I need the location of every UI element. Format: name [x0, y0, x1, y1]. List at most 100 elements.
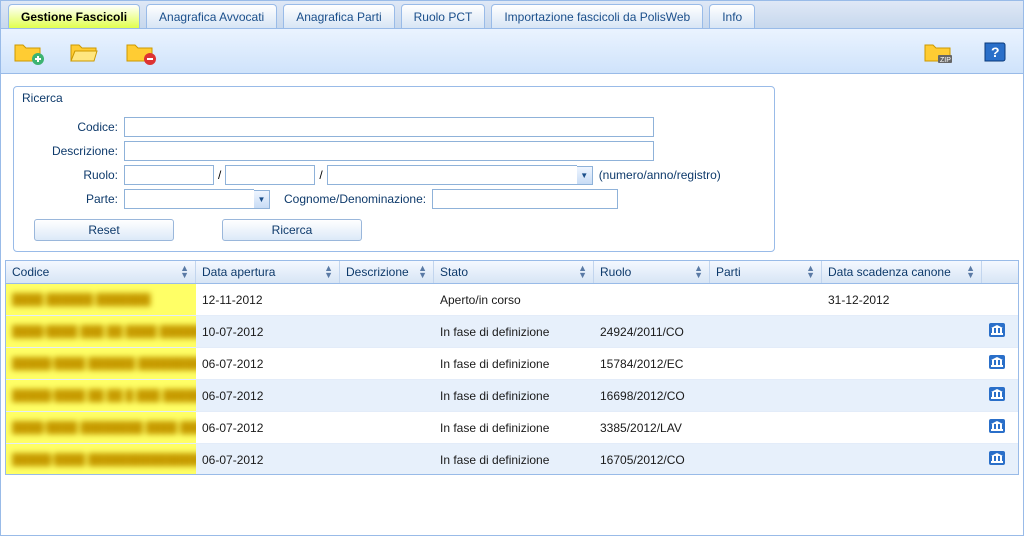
court-icon[interactable]	[988, 322, 1006, 338]
table-row[interactable]: █████/████ ███████████████ ███ ███ █████…	[6, 444, 1018, 474]
col-ruolo[interactable]: Ruolo▲▼	[594, 261, 710, 283]
cell-data: 06-07-2012	[196, 354, 340, 374]
court-icon[interactable]	[988, 450, 1006, 466]
ruolo-numero-input[interactable]	[124, 165, 214, 185]
chevron-down-icon[interactable]: ▼	[577, 166, 593, 185]
cell-parti	[710, 425, 822, 431]
parte-select[interactable]: ▼	[124, 189, 270, 209]
cell-stato: In fase di definizione	[434, 418, 594, 438]
tab-info[interactable]: Info	[709, 4, 755, 28]
cell-data: 06-07-2012	[196, 418, 340, 438]
cell-descrizione	[340, 297, 434, 303]
results-grid: Codice▲▼ Data apertura▲▼ Descrizione▲▼ S…	[5, 260, 1019, 475]
cell-codice: ████ ██████ ███████	[6, 284, 196, 315]
search-panel: Ricerca Codice: Descrizione: Ruolo: / / …	[13, 86, 775, 252]
col-codice[interactable]: Codice▲▼	[6, 261, 196, 283]
toolbar: ZIP ?	[1, 29, 1023, 74]
ruolo-hint: (numero/anno/registro)	[593, 168, 721, 182]
folder-remove-icon[interactable]	[125, 37, 157, 65]
col-descrizione[interactable]: Descrizione▲▼	[340, 261, 434, 283]
cell-scadenza	[822, 361, 982, 367]
ruolo-anno-input[interactable]	[225, 165, 315, 185]
cell-action	[982, 383, 1006, 408]
ricerca-button[interactable]: Ricerca	[222, 219, 362, 241]
reset-button[interactable]: Reset	[34, 219, 174, 241]
cell-stato: In fase di definizione	[434, 450, 594, 470]
svg-text:?: ?	[991, 44, 1000, 60]
codice-input[interactable]	[124, 117, 654, 137]
cell-codice: ████/████ ███ ██ ████ ███████████████ ██…	[6, 316, 196, 347]
cell-action	[982, 297, 1006, 303]
sort-icon[interactable]: ▲▼	[694, 265, 703, 279]
cognome-input[interactable]	[432, 189, 618, 209]
cell-stato: In fase di definizione	[434, 322, 594, 342]
cell-codice: ████/████ ████████ ████ ███ ██ ███████ █…	[6, 412, 196, 443]
ruolo-label: Ruolo:	[24, 168, 124, 182]
cell-data: 06-07-2012	[196, 386, 340, 406]
search-title: Ricerca	[14, 87, 774, 109]
tab-anagrafica-avvocati[interactable]: Anagrafica Avvocati	[146, 4, 277, 28]
help-book-icon[interactable]: ?	[979, 37, 1011, 65]
sort-icon[interactable]: ▲▼	[966, 265, 975, 279]
cell-stato: Aperto/in corso	[434, 290, 594, 310]
col-stato[interactable]: Stato▲▼	[434, 261, 594, 283]
table-row[interactable]: █████/████ ██████ ██████████████ ███06-0…	[6, 348, 1018, 380]
table-row[interactable]: █████/████ ██ ██ █ ███ ██████ ████ ███06…	[6, 380, 1018, 412]
tab-importazione-polisweb[interactable]: Importazione fascicoli da PolisWeb	[491, 4, 703, 28]
folder-open-icon[interactable]	[69, 37, 101, 65]
tab-strip: Gestione Fascicoli Anagrafica Avvocati A…	[1, 1, 1023, 29]
ruolo-registro-select[interactable]: ▼	[327, 165, 593, 185]
tab-gestione-fascicoli[interactable]: Gestione Fascicoli	[8, 4, 140, 28]
table-row[interactable]: ████ ██████ ███████12-11-2012 Aperto/in c…	[6, 284, 1018, 316]
grid-body[interactable]: ████ ██████ ███████12-11-2012 Aperto/in c…	[6, 284, 1018, 474]
cell-descrizione	[340, 457, 434, 463]
cell-action	[982, 319, 1006, 344]
cell-data: 06-07-2012	[196, 450, 340, 470]
descrizione-input[interactable]	[124, 141, 654, 161]
folder-add-icon[interactable]	[13, 37, 45, 65]
codice-label: Codice:	[24, 120, 124, 134]
cell-ruolo	[594, 297, 710, 303]
cell-codice: █████/████ ██ ██ █ ███ ██████ ████ ███	[6, 380, 196, 411]
cell-codice: █████/████ ██████ ██████████████ ███	[6, 348, 196, 379]
cell-action	[982, 447, 1006, 472]
tab-anagrafica-parti[interactable]: Anagrafica Parti	[283, 4, 394, 28]
cell-scadenza	[822, 457, 982, 463]
chevron-down-icon[interactable]: ▼	[254, 190, 270, 209]
tab-ruolo-pct[interactable]: Ruolo PCT	[401, 4, 486, 28]
zip-folder-icon[interactable]: ZIP	[923, 37, 955, 65]
sort-icon[interactable]: ▲▼	[806, 265, 815, 279]
cell-descrizione	[340, 393, 434, 399]
cell-ruolo: 16705/2012/CO	[594, 450, 710, 470]
parte-label: Parte:	[24, 192, 124, 206]
svg-text:ZIP: ZIP	[940, 57, 951, 64]
cell-scadenza	[822, 329, 982, 335]
table-row[interactable]: ████/████ ████████ ████ ███ ██ ███████ █…	[6, 412, 1018, 444]
court-icon[interactable]	[988, 418, 1006, 434]
cell-ruolo: 15784/2012/EC	[594, 354, 710, 374]
cell-scadenza: 31-12-2012	[822, 290, 982, 310]
col-scadenza[interactable]: Data scadenza canone▲▼	[822, 261, 982, 283]
sort-icon[interactable]: ▲▼	[324, 265, 333, 279]
cell-parti	[710, 457, 822, 463]
sort-icon[interactable]: ▲▼	[180, 265, 189, 279]
cell-descrizione	[340, 329, 434, 335]
cell-scadenza	[822, 425, 982, 431]
sort-icon[interactable]: ▲▼	[578, 265, 587, 279]
cell-action	[982, 351, 1006, 376]
cell-data: 12-11-2012	[196, 290, 340, 310]
table-row[interactable]: ████/████ ███ ██ ████ ███████████████ ██…	[6, 316, 1018, 348]
cell-ruolo: 3385/2012/LAV	[594, 418, 710, 438]
app-window: Gestione Fascicoli Anagrafica Avvocati A…	[0, 0, 1024, 536]
cell-codice: █████/████ ███████████████ ███ ███ █████…	[6, 444, 196, 474]
cell-data: 10-07-2012	[196, 322, 340, 342]
sort-icon[interactable]: ▲▼	[418, 265, 427, 279]
cell-parti	[710, 361, 822, 367]
court-icon[interactable]	[988, 386, 1006, 402]
col-parti[interactable]: Parti▲▼	[710, 261, 822, 283]
col-action	[982, 261, 1006, 283]
court-icon[interactable]	[988, 354, 1006, 370]
sep1: /	[214, 168, 225, 182]
col-data-apertura[interactable]: Data apertura▲▼	[196, 261, 340, 283]
grid-header: Codice▲▼ Data apertura▲▼ Descrizione▲▼ S…	[6, 261, 1018, 284]
